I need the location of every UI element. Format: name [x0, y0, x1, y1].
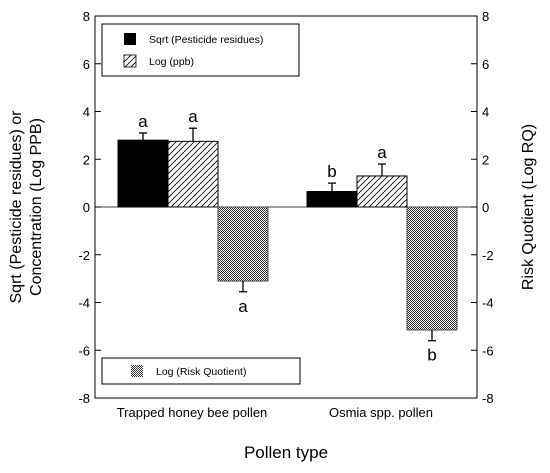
legend-swatch-log-rq: [131, 365, 143, 377]
y-tick-label-right: -4: [482, 296, 494, 311]
bars: a a a b a b: [117, 107, 458, 365]
y-tick-label-right: 0: [482, 200, 489, 215]
bar-3-2: [406, 206, 458, 331]
legend-swatch-sqrt: [124, 33, 136, 45]
legend-top: Sqrt (Pesticide residues) Log (ppb): [101, 23, 300, 77]
legend-swatch-log-ppb: [123, 54, 137, 68]
significance-letter: a: [188, 107, 198, 126]
bar-1-2: [306, 190, 358, 208]
significance-letter: a: [238, 297, 248, 316]
x-axis-title: Pollen type: [244, 443, 328, 462]
y-axis-left-title-line2: Concentration (Log PPB): [28, 118, 45, 296]
axis-ticks: -8 -8 -6 -6 -4 -4 -2 -2 0 0 2 2 4 4 6 6 8 8: [78, 9, 493, 406]
y-tick-label-left: -6: [78, 343, 90, 358]
legend-label-sqrt: Sqrt (Pesticide residues): [149, 34, 263, 46]
significance-letter: a: [377, 143, 387, 162]
y-tick-label-right: -6: [482, 343, 494, 358]
y-tick-label-left: -8: [78, 391, 90, 406]
y-tick-label-right: 2: [482, 152, 489, 167]
y-tick-label-left: -2: [78, 248, 90, 263]
significance-letter: a: [138, 112, 148, 131]
legend-label-log-rq: Log (Risk Quotient): [156, 366, 246, 378]
y-tick-label-left: 4: [83, 105, 90, 120]
legend-bottom-frame: [101, 357, 301, 385]
category-label-osmia: Osmia spp. pollen: [329, 405, 433, 420]
y-tick-label-right: -2: [482, 248, 494, 263]
y-tick-label-left: 0: [83, 200, 90, 215]
y-tick-label-right: 6: [482, 57, 489, 72]
legend-bottom: Log (Risk Quotient): [101, 357, 301, 385]
y-tick-label-right: 8: [482, 9, 489, 24]
bar-3-1: [217, 206, 269, 282]
category-label-trapped: Trapped honey bee pollen: [117, 405, 268, 420]
y-tick-label-right: -8: [482, 391, 494, 406]
bar-2-2: [356, 175, 408, 208]
significance-letter: b: [427, 346, 436, 365]
y-axis-left-title-line1: Sqrt (Pesticide residues) or: [8, 110, 25, 304]
y-tick-label-left: -4: [78, 296, 90, 311]
y-axis-right-title: Risk Quotient (Log RQ): [520, 124, 537, 290]
legend-top-frame: [101, 23, 300, 77]
y-tick-label-right: 4: [482, 105, 489, 120]
legend-label-log-ppb: Log (ppb): [149, 56, 194, 68]
y-tick-label-left: 6: [83, 57, 90, 72]
y-tick-label-left: 2: [83, 152, 90, 167]
bar-2-1: [167, 140, 219, 208]
bar-1-1: [117, 139, 169, 208]
significance-letter: b: [327, 162, 336, 181]
y-tick-label-left: 8: [83, 9, 90, 24]
